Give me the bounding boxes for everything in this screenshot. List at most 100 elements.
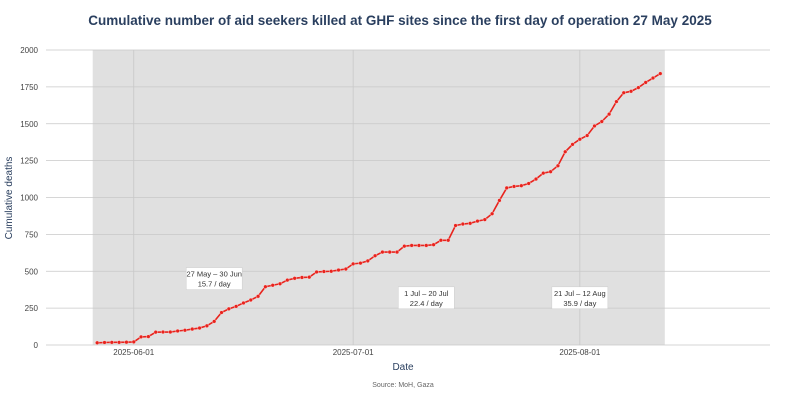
data-point bbox=[263, 284, 268, 289]
data-point bbox=[511, 184, 517, 189]
data-point bbox=[248, 297, 253, 303]
y-tick-label-8: 2000 bbox=[20, 46, 38, 55]
annotation-period-range: 27 May – 30 Jun bbox=[186, 270, 241, 279]
data-point bbox=[307, 275, 312, 280]
data-point bbox=[182, 328, 188, 333]
x-tick-label-2: 2025-08-01 bbox=[559, 348, 600, 357]
data-point bbox=[563, 149, 568, 154]
data-point bbox=[643, 80, 648, 85]
y-tick-label-1: 250 bbox=[25, 304, 39, 313]
data-point bbox=[585, 133, 590, 138]
data-point bbox=[292, 276, 297, 281]
data-point bbox=[607, 112, 612, 117]
data-point bbox=[416, 243, 422, 248]
y-tick-label-5: 1250 bbox=[20, 157, 38, 166]
data-point bbox=[373, 253, 378, 258]
data-point bbox=[343, 266, 348, 272]
data-point bbox=[519, 183, 524, 188]
data-point bbox=[526, 181, 531, 186]
data-point bbox=[226, 306, 231, 311]
data-point bbox=[482, 217, 487, 222]
data-point bbox=[621, 90, 626, 95]
data-point bbox=[504, 185, 509, 190]
source-note: Source: MoH, Gaza bbox=[372, 382, 434, 389]
y-tick-label-7: 1750 bbox=[20, 83, 38, 92]
data-point bbox=[409, 243, 414, 248]
data-point bbox=[555, 163, 560, 168]
data-point bbox=[351, 261, 356, 266]
data-point bbox=[394, 250, 400, 255]
data-point bbox=[438, 238, 443, 243]
data-point bbox=[168, 329, 173, 335]
gridlines bbox=[46, 49, 770, 346]
annotation-box bbox=[398, 286, 455, 310]
data-point bbox=[285, 278, 290, 283]
data-point bbox=[570, 142, 575, 147]
data-point bbox=[131, 339, 136, 344]
data-point bbox=[636, 85, 641, 90]
annotation-daily-rate: 22.4 / day bbox=[410, 299, 443, 308]
data-point bbox=[190, 326, 195, 332]
data-point bbox=[175, 328, 180, 334]
data-point bbox=[153, 330, 158, 335]
data-point bbox=[160, 329, 166, 335]
data-point bbox=[321, 269, 326, 274]
data-point bbox=[599, 119, 604, 124]
data-point bbox=[468, 221, 473, 226]
data-point bbox=[219, 310, 224, 315]
data-point bbox=[241, 300, 246, 306]
data-point bbox=[299, 275, 305, 280]
chart-title: Cumulative number of aid seekers killed … bbox=[88, 13, 712, 28]
data-point bbox=[256, 294, 261, 299]
data-point bbox=[146, 334, 151, 339]
data-point bbox=[102, 340, 107, 345]
data-point bbox=[336, 267, 341, 273]
data-point bbox=[628, 89, 634, 94]
data-point bbox=[490, 211, 495, 216]
data-point bbox=[614, 99, 619, 104]
x-axis-title: Date bbox=[392, 362, 414, 373]
x-tick-label-0: 2025-06-01 bbox=[113, 348, 154, 357]
data-point bbox=[453, 223, 458, 228]
y-tick-label-4: 1000 bbox=[20, 194, 38, 203]
data-point bbox=[124, 340, 129, 345]
data-point bbox=[358, 261, 363, 266]
annotation-box bbox=[185, 267, 243, 290]
y-tick-label-6: 1500 bbox=[20, 120, 38, 129]
data-point bbox=[460, 221, 465, 227]
data-point bbox=[234, 304, 239, 309]
data-point bbox=[387, 250, 392, 255]
y-tick-label-2: 500 bbox=[25, 267, 39, 276]
data-point bbox=[197, 325, 202, 331]
data-point bbox=[475, 219, 480, 224]
data-point bbox=[431, 242, 436, 247]
data-point bbox=[658, 71, 663, 76]
data-point bbox=[270, 283, 275, 288]
data-point bbox=[212, 319, 217, 324]
data-point bbox=[117, 340, 122, 345]
y-tick-label-3: 750 bbox=[25, 230, 39, 239]
data-point bbox=[365, 258, 370, 263]
data-point bbox=[592, 123, 597, 129]
data-point bbox=[109, 340, 114, 345]
annotation-box bbox=[551, 286, 609, 310]
data-point bbox=[446, 238, 451, 243]
data-point bbox=[577, 137, 582, 142]
series-cumulative-deaths bbox=[95, 71, 663, 345]
y-axis-title: Cumulative deaths bbox=[4, 157, 15, 240]
data-point bbox=[138, 334, 144, 339]
data-point bbox=[650, 75, 656, 81]
annotation-period-range: 21 Jul – 12 Aug bbox=[554, 289, 606, 298]
annotation-daily-rate: 15.7 / day bbox=[198, 280, 231, 289]
data-point bbox=[380, 250, 385, 255]
y-axis-ticks: 0 250 500 750 1000 1250 1500 1750 2000 bbox=[20, 46, 38, 350]
data-point bbox=[541, 171, 546, 176]
data-point bbox=[95, 340, 100, 345]
data-point bbox=[497, 198, 502, 203]
data-point bbox=[204, 323, 209, 328]
y-tick-label-0: 0 bbox=[34, 341, 39, 350]
